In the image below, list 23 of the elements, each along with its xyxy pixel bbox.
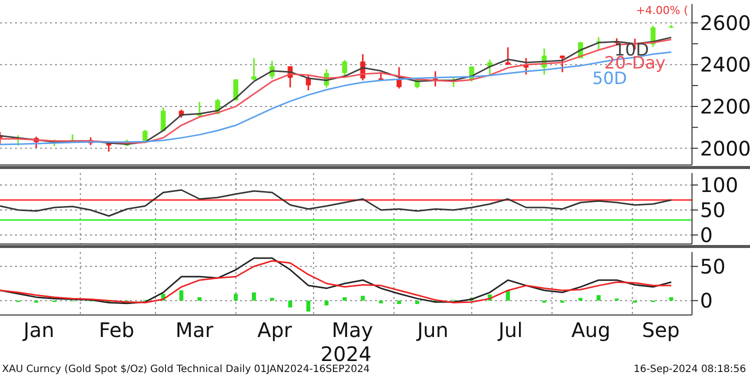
x-tick-label: May: [332, 318, 374, 342]
x-tick-label: Jul: [496, 318, 523, 342]
x-tick-label: Jun: [415, 318, 448, 342]
y-tick-label: 50: [700, 254, 726, 278]
text: XAU Curncy (Gold Spot $/Oz) Gold Technical Daily 01JAN2024-16SEP2024: [2, 364, 370, 375]
y-tick-label: 50: [700, 198, 726, 222]
series-label: 50D: [592, 69, 627, 90]
text: 16-Sep-2024 08:18:56: [634, 364, 746, 375]
annotation: +4.00% (: [636, 4, 688, 17]
y-tick-label: 0: [700, 288, 713, 313]
x-tick-label: Mar: [176, 318, 214, 342]
x-tick-label: Aug: [571, 318, 610, 342]
x-tick-label: Sep: [642, 318, 680, 342]
x-tick-label: Feb: [98, 318, 134, 342]
x-axis-title: 2024: [320, 342, 372, 366]
y-tick-label: 0: [700, 223, 713, 248]
y-tick-label: 2600: [700, 10, 750, 35]
y-tick-label: 2200: [700, 94, 750, 119]
y-tick-label: 100: [700, 173, 738, 198]
x-tick-label: Jan: [21, 318, 54, 342]
y-tick-label: 2000: [700, 136, 750, 160]
y-tick-label: 2400: [700, 52, 750, 77]
x-tick-label: Apr: [257, 318, 293, 342]
